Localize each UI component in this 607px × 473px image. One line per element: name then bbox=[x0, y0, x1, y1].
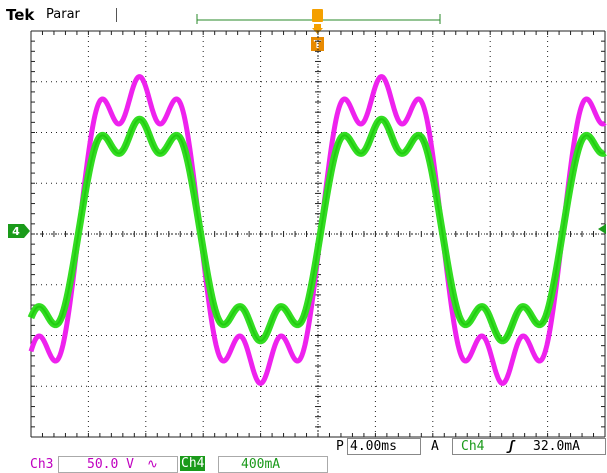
timebase-readout[interactable]: 4.00ms bbox=[347, 438, 421, 455]
trigger-slope-icon: ʃ bbox=[507, 439, 515, 454]
trigger-level-marker[interactable] bbox=[598, 224, 606, 234]
ch4-label[interactable]: Ch4 bbox=[180, 456, 206, 471]
timebase-prefix: P bbox=[336, 439, 344, 454]
brand-logo: Tek bbox=[6, 6, 35, 24]
trigger-readout[interactable]: Ch4 ʃ 32.0mA bbox=[452, 438, 606, 455]
readout-bar: P 4.00ms A Ch4 ʃ 32.0mA Ch3 50.0 V ∿ Ch4… bbox=[0, 435, 607, 473]
trigger-position-icon[interactable] bbox=[312, 9, 323, 34]
top-status-bar: Tek Parar bbox=[0, 0, 607, 26]
trigger-source: Ch4 bbox=[461, 439, 485, 454]
ch4-ground-marker[interactable]: 4 bbox=[8, 224, 30, 238]
acquisition-status: Parar bbox=[46, 7, 80, 22]
ch3-label: Ch3 bbox=[30, 457, 54, 472]
trigger-level: 32.0mA bbox=[533, 439, 580, 454]
trigger-marker-label: T bbox=[314, 38, 322, 51]
ch4-scale: 400mA bbox=[241, 457, 281, 472]
ch4-scale-readout[interactable]: 400mA bbox=[218, 456, 328, 473]
ch4-marker-label: 4 bbox=[12, 225, 20, 238]
trigger-mode: A bbox=[431, 439, 439, 454]
status-divider bbox=[116, 8, 117, 22]
ch3-scale-readout[interactable]: 50.0 V ∿ bbox=[58, 456, 178, 473]
graticule bbox=[30, 30, 606, 438]
ch4-waveform-core bbox=[30, 118, 606, 342]
ch3-coupling-icon: ∿ bbox=[147, 457, 158, 472]
ch3-scale: 50.0 V bbox=[87, 457, 134, 472]
